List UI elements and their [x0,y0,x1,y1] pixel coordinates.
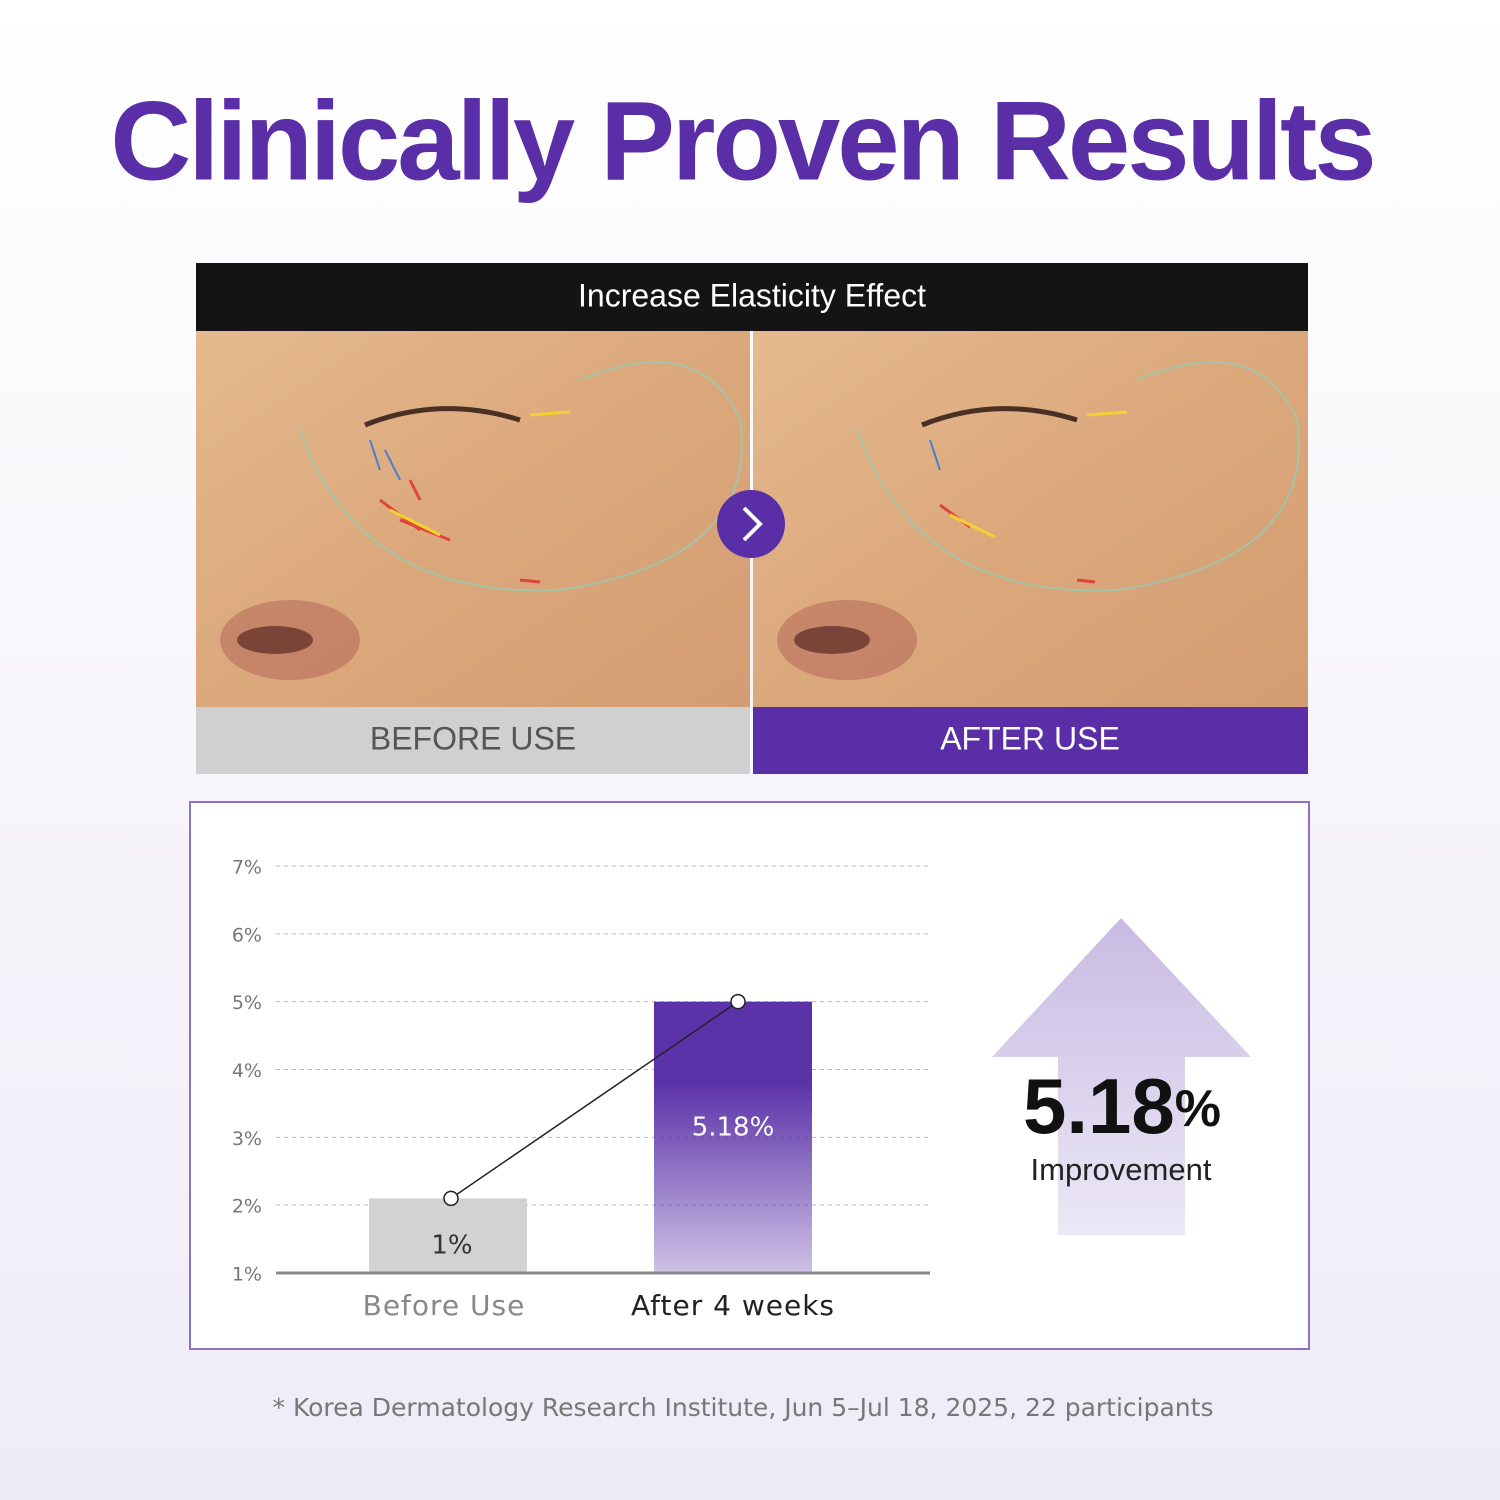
y-tick-label: 3% [232,1128,262,1150]
y-tick-label: 7% [232,857,262,879]
callout-label: Improvement [1031,1152,1212,1187]
trend-line [450,1001,739,1199]
bar [369,1198,527,1273]
callout-value: 5.18% [1023,1062,1221,1150]
chart: 1% 2% 3% 4% 5% 6% 7% Before Use After 4 weeks 1% 5… [232,857,930,1322]
arrow-icon [742,506,763,542]
callout-number: 5.18 [1023,1062,1175,1150]
before-label-bar [196,707,750,774]
before-label: BEFORE USE [370,720,576,756]
y-tick-label: 6% [232,924,262,946]
y-tick-label: 2% [232,1196,262,1218]
bar-annotation: 5.18% [692,1113,775,1143]
panel-header [196,263,1308,331]
arrow-button [717,490,785,558]
y-tick-label: 1% [232,1264,262,1286]
callout-unit: % [1175,1080,1221,1138]
before-after-panel: Increase Elasticity Effect BEFORE USE AF… [196,263,1308,774]
page-title: Clinically Proven Results [110,79,1373,204]
panel-title: Increase Elasticity Effect [578,277,926,313]
after-label: AFTER USE [940,720,1120,756]
footnote: * Korea Dermatology Research Institute, … [273,1393,1214,1422]
y-tick-label: 5% [232,992,262,1014]
before-photo [196,331,750,707]
x-tick-label: Before Use [363,1289,526,1322]
bar [654,1001,812,1273]
callout: 5.18% Improvement [992,918,1251,1235]
y-tick-label: 4% [232,1060,262,1082]
after-label-bar [753,707,1308,774]
trend-point [443,1190,459,1207]
after-photo [753,331,1308,707]
bar-annotation: 1% [431,1231,472,1261]
up-arrow [992,918,1251,1235]
x-tick-label: After 4 weeks [631,1289,835,1322]
trend-point [730,993,746,1010]
